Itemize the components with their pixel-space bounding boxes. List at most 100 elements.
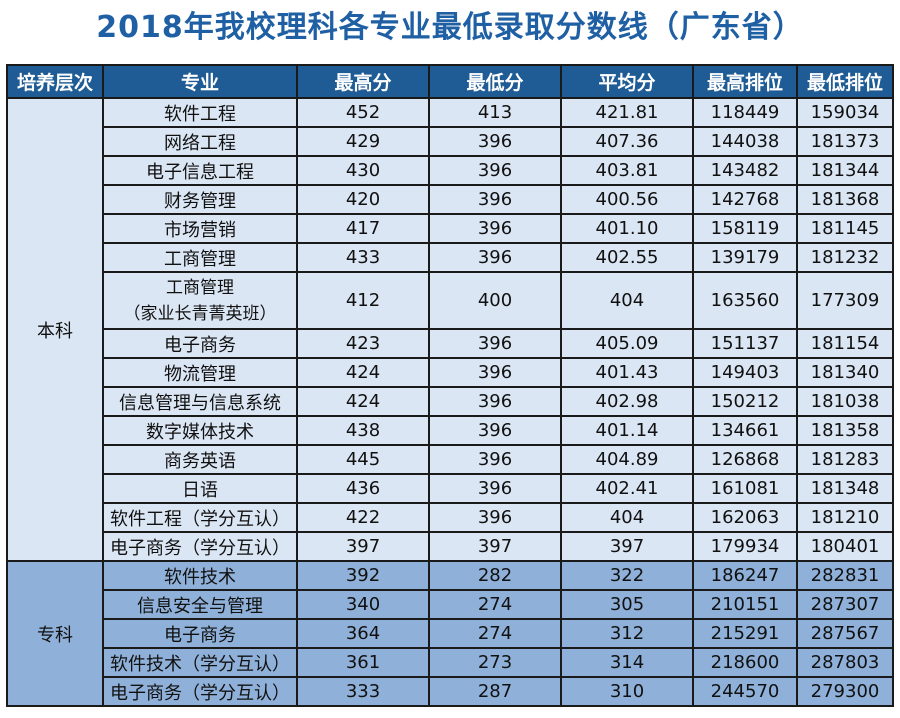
major-cell: 电子商务（学分互认） bbox=[102, 531, 298, 562]
avg-score-cell: 402.41 bbox=[560, 473, 694, 504]
table-row: 信息安全与管理 340 274 305 210151 287307 bbox=[7, 589, 894, 620]
major-cell: 电子信息工程 bbox=[102, 155, 298, 186]
highest-rank-cell: 210151 bbox=[692, 589, 798, 620]
major-cell: 财务管理 bbox=[102, 184, 298, 215]
avg-score-cell: 404.89 bbox=[560, 444, 694, 475]
major-cell: 信息管理与信息系统 bbox=[102, 386, 298, 417]
min-score-cell: 396 bbox=[428, 473, 562, 504]
lowest-rank-cell: 177309 bbox=[796, 271, 894, 330]
max-score-cell: 364 bbox=[296, 618, 430, 649]
avg-score-cell: 401.10 bbox=[560, 213, 694, 244]
avg-score-cell: 401.14 bbox=[560, 415, 694, 446]
lowest-rank-cell: 181210 bbox=[796, 502, 894, 533]
lowest-rank-cell: 181344 bbox=[796, 155, 894, 186]
min-score-cell: 397 bbox=[428, 531, 562, 562]
table-row: 软件工程（学分互认） 422 396 404 162063 181210 bbox=[7, 502, 894, 533]
min-score-cell: 396 bbox=[428, 415, 562, 446]
min-score-cell: 396 bbox=[428, 126, 562, 157]
header-lowest-rank: 最低排位 bbox=[796, 64, 894, 99]
highest-rank-cell: 244570 bbox=[692, 676, 798, 707]
table-row: 专科 软件技术 392 282 322 186247 282831 bbox=[6, 560, 894, 707]
lowest-rank-cell: 287307 bbox=[796, 589, 894, 620]
max-score-cell: 422 bbox=[296, 502, 430, 533]
table-row: 市场营销 417 396 401.10 158119 181145 bbox=[7, 213, 894, 244]
highest-rank-cell: 149403 bbox=[692, 357, 798, 388]
avg-score-cell: 400.56 bbox=[560, 184, 694, 215]
lowest-rank-cell: 181340 bbox=[796, 357, 894, 388]
highest-rank-cell: 163560 bbox=[692, 271, 798, 330]
max-score-cell: 452 bbox=[296, 97, 430, 128]
min-score-cell: 396 bbox=[428, 184, 562, 215]
highest-rank-cell: 158119 bbox=[692, 213, 798, 244]
max-score-cell: 420 bbox=[296, 184, 430, 215]
table-row: 电子商务（学分互认） 333 287 310 244570 279300 bbox=[7, 676, 894, 707]
highest-rank-cell: 118449 bbox=[692, 97, 798, 128]
avg-score-cell: 404 bbox=[560, 271, 694, 330]
avg-score-cell: 314 bbox=[560, 647, 694, 678]
avg-score-cell: 401.43 bbox=[560, 357, 694, 388]
avg-score-cell: 404 bbox=[560, 502, 694, 533]
lowest-rank-cell: 181154 bbox=[796, 328, 894, 359]
lowest-rank-cell: 159034 bbox=[796, 97, 894, 128]
highest-rank-cell: 150212 bbox=[692, 386, 798, 417]
table-row: 物流管理 424 396 401.43 149403 181340 bbox=[7, 357, 894, 388]
header-level: 培养层次 bbox=[6, 64, 104, 99]
lowest-rank-cell: 282831 bbox=[796, 560, 894, 591]
avg-score-cell: 402.98 bbox=[560, 386, 694, 417]
major-name: 工商管理 bbox=[166, 277, 234, 298]
table-row: 工商管理 （家业长青菁英班） 412 400 404 163560 177309 bbox=[7, 271, 894, 330]
highest-rank-cell: 215291 bbox=[692, 618, 798, 649]
header-avg-score: 平均分 bbox=[560, 64, 694, 99]
highest-rank-cell: 143482 bbox=[692, 155, 798, 186]
header-max-score: 最高分 bbox=[296, 64, 430, 99]
lowest-rank-cell: 181145 bbox=[796, 213, 894, 244]
max-score-cell: 433 bbox=[296, 242, 430, 273]
table-row: 信息管理与信息系统 424 396 402.98 150212 181038 bbox=[7, 386, 894, 417]
major-cell: 电子商务（学分互认） bbox=[102, 676, 298, 707]
table-row: 电子商务 364 274 312 215291 287567 bbox=[7, 618, 894, 649]
level-cell: 本科 bbox=[6, 97, 104, 562]
avg-score-cell: 421.81 bbox=[560, 97, 694, 128]
table-row: 电子商务 423 396 405.09 151137 181154 bbox=[7, 328, 894, 359]
min-score-cell: 400 bbox=[428, 271, 562, 330]
min-score-cell: 396 bbox=[428, 444, 562, 475]
highest-rank-cell: 139179 bbox=[692, 242, 798, 273]
header-row: 培养层次 专业 最高分 最低分 平均分 最高排位 最低排位 bbox=[6, 64, 894, 99]
min-score-cell: 396 bbox=[428, 213, 562, 244]
major-cell: 物流管理 bbox=[102, 357, 298, 388]
avg-score-cell: 407.36 bbox=[560, 126, 694, 157]
highest-rank-cell: 134661 bbox=[692, 415, 798, 446]
lowest-rank-cell: 181038 bbox=[796, 386, 894, 417]
major-cell: 数字媒体技术 bbox=[102, 415, 298, 446]
max-score-cell: 429 bbox=[296, 126, 430, 157]
table-row: 本科 软件工程 452 413 421.81 118449 159034 bbox=[6, 97, 894, 562]
max-score-cell: 361 bbox=[296, 647, 430, 678]
lowest-rank-cell: 181232 bbox=[796, 242, 894, 273]
min-score-cell: 396 bbox=[428, 242, 562, 273]
lowest-rank-cell: 279300 bbox=[796, 676, 894, 707]
major-cell: 日语 bbox=[102, 473, 298, 504]
max-score-cell: 424 bbox=[296, 386, 430, 417]
highest-rank-cell: 144038 bbox=[692, 126, 798, 157]
max-score-cell: 423 bbox=[296, 328, 430, 359]
table-row: 数字媒体技术 438 396 401.14 134661 181358 bbox=[7, 415, 894, 446]
major-cell: 工商管理 （家业长青菁英班） bbox=[102, 271, 298, 330]
min-score-cell: 413 bbox=[428, 97, 562, 128]
highest-rank-cell: 151137 bbox=[692, 328, 798, 359]
min-score-cell: 287 bbox=[428, 676, 562, 707]
table-row: 商务英语 445 396 404.89 126868 181283 bbox=[7, 444, 894, 475]
header-highest-rank: 最高排位 bbox=[692, 64, 798, 99]
min-score-cell: 282 bbox=[428, 560, 562, 591]
level-cell: 专科 bbox=[6, 560, 104, 707]
max-score-cell: 397 bbox=[296, 531, 430, 562]
major-cell: 商务英语 bbox=[102, 444, 298, 475]
highest-rank-cell: 161081 bbox=[692, 473, 798, 504]
lowest-rank-cell: 180401 bbox=[796, 531, 894, 562]
lowest-rank-cell: 287803 bbox=[796, 647, 894, 678]
major-cell: 软件工程（学分互认） bbox=[102, 502, 298, 533]
major-cell: 市场营销 bbox=[102, 213, 298, 244]
major-cell: 软件技术 bbox=[102, 560, 298, 591]
avg-score-cell: 312 bbox=[560, 618, 694, 649]
header-major: 专业 bbox=[102, 64, 298, 99]
table-row: 财务管理 420 396 400.56 142768 181368 bbox=[7, 184, 894, 215]
